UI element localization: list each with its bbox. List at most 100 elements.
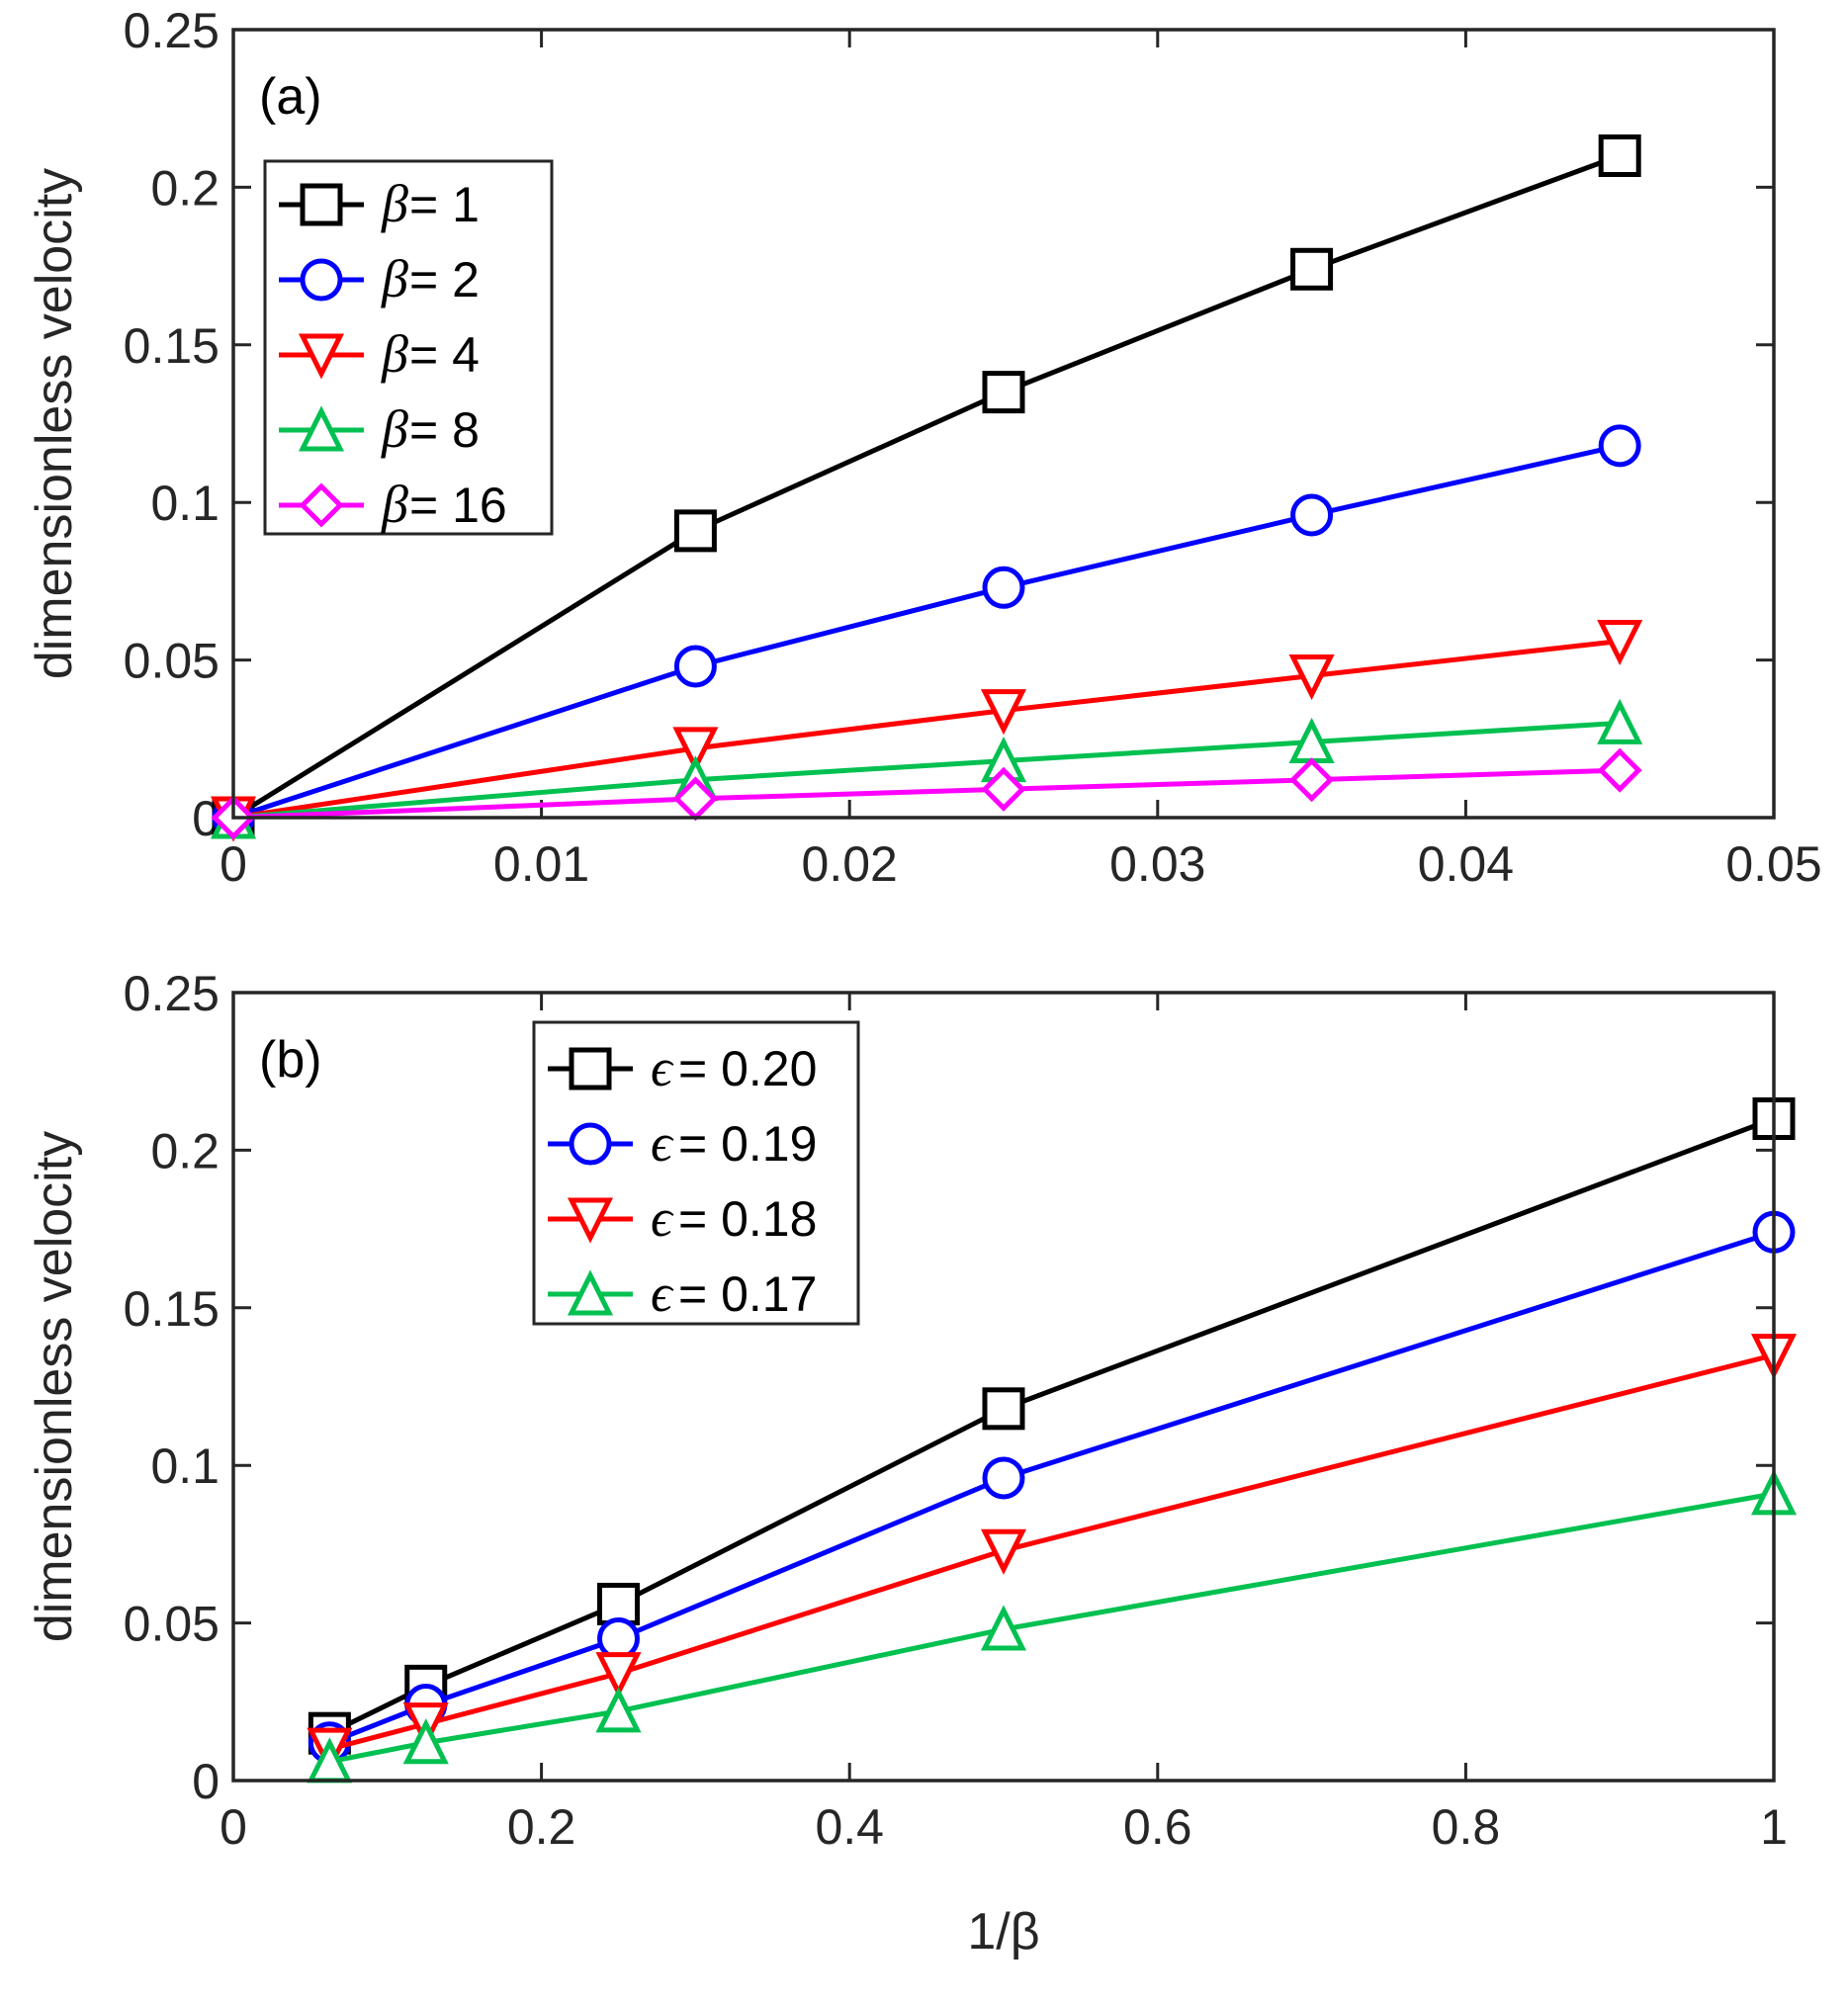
- x-tick-label: 1: [1760, 1799, 1788, 1855]
- legend-item-1: β = 2: [279, 249, 480, 308]
- chart-panel-b: 0 0.2 0.4 0.6 0.8 1 0 0.05 0.1 0.15 0.2 0.25 (b) dime…: [26, 966, 1798, 1960]
- legend-value: = 0.18: [678, 1191, 817, 1247]
- y-tick-label: 0.05: [124, 1597, 220, 1652]
- panel-label: (a): [259, 68, 322, 126]
- x-tick-label: 0.02: [802, 836, 898, 892]
- legend-marker: [299, 482, 344, 528]
- legend-value: = 8: [409, 402, 480, 458]
- data-point: [672, 727, 719, 773]
- legend-symbol: ϵ: [651, 1113, 674, 1173]
- x-tick-label: 0.4: [815, 1799, 884, 1855]
- data-point: [980, 1528, 1027, 1575]
- y-tick-label: 0.2: [150, 160, 220, 216]
- legend-item-4: β = 16: [279, 475, 507, 534]
- legend-symbol: β: [381, 475, 408, 534]
- data-point: [982, 566, 1025, 609]
- legend-symbol: ϵ: [651, 1038, 674, 1097]
- legend: β = 1β = 2β = 4β = 8β = 16: [263, 159, 554, 536]
- data-point: [673, 509, 717, 553]
- series-0: [212, 134, 1641, 839]
- legend: ϵ = 0.20ϵ = 0.19ϵ = 0.18ϵ = 0.17: [532, 1020, 860, 1326]
- data-point: [673, 645, 717, 688]
- plot-frame: [231, 991, 1776, 1783]
- x-tick-label: 0.8: [1432, 1799, 1501, 1855]
- data-point: [1597, 698, 1643, 744]
- legend-symbol: β: [381, 399, 408, 459]
- legend-item-2: ϵ = 0.18: [548, 1188, 817, 1248]
- data-point: [980, 1605, 1027, 1651]
- legend-marker: [569, 1122, 612, 1166]
- legend-symbol: ϵ: [651, 1263, 674, 1323]
- legend-item-1: ϵ = 0.19: [548, 1113, 817, 1173]
- legend-marker: [298, 405, 345, 452]
- data-point: [597, 1617, 640, 1661]
- series-3: [307, 1469, 1798, 1784]
- legend-marker: [567, 1269, 614, 1316]
- y-tick-label: 0.1: [150, 476, 220, 531]
- y-tick-label: 0.2: [150, 1123, 220, 1178]
- legend-item-0: β = 1: [279, 174, 480, 233]
- data-point: [982, 1456, 1025, 1500]
- legend-item-3: β = 8: [279, 399, 480, 459]
- legend-marker: [567, 1197, 614, 1244]
- data-point: [595, 1652, 642, 1699]
- x-axis-label: 1/β: [967, 1903, 1039, 1960]
- data-point: [1598, 424, 1641, 468]
- legend-symbol: β: [381, 324, 408, 384]
- legend-symbol: β: [381, 249, 408, 308]
- data-point: [1598, 134, 1641, 178]
- y-tick-label: 0.1: [150, 1438, 220, 1494]
- legend-symbol: β: [381, 174, 408, 233]
- legend-marker: [569, 1047, 612, 1090]
- panel-label: (b): [259, 1031, 322, 1089]
- data-point: [980, 689, 1027, 736]
- series-1: [212, 424, 1641, 839]
- x-tick-label: 0.6: [1123, 1799, 1192, 1855]
- legend-value: = 4: [409, 327, 480, 383]
- y-tick-label: 0.05: [124, 634, 220, 689]
- legend-marker: [298, 333, 345, 380]
- x-tick-label: 0: [220, 836, 247, 892]
- data-point: [982, 371, 1025, 414]
- x-tick-label: 0: [220, 1799, 247, 1855]
- data-point: [1288, 654, 1335, 701]
- x-tick-label: 0.05: [1725, 836, 1821, 892]
- plot-frame: [231, 28, 1776, 820]
- legend-value: = 2: [409, 252, 480, 307]
- data-point: [1290, 493, 1334, 537]
- legend-value: = 0.17: [678, 1266, 817, 1322]
- data-point: [1597, 747, 1642, 793]
- chart-panel-a: 0 0.01 0.02 0.03 0.04 0.0500.050.10.150.20.25…: [26, 3, 1822, 892]
- y-axis-label: dimensionless velocity: [26, 1131, 83, 1642]
- y-tick-label: 0: [192, 1754, 220, 1809]
- data-point: [1289, 757, 1335, 803]
- data-point: [1290, 247, 1334, 291]
- x-tick-label: 0.03: [1109, 836, 1205, 892]
- plot-area: [233, 993, 1774, 1781]
- y-tick-label: 0.25: [124, 3, 220, 58]
- x-tick-label: 0.01: [493, 836, 589, 892]
- y-tick-label: 0.15: [124, 318, 220, 374]
- legend-item-3: ϵ = 0.17: [548, 1263, 817, 1323]
- data-point: [402, 1718, 449, 1765]
- legend-item-0: ϵ = 0.20: [548, 1038, 817, 1097]
- data-point: [1597, 619, 1643, 666]
- legend-item-2: β = 4: [279, 324, 480, 384]
- data-point: [981, 766, 1026, 812]
- data-point: [595, 1687, 642, 1733]
- legend-value: = 16: [409, 478, 507, 533]
- y-axis-label: dimensionless velocity: [26, 168, 83, 679]
- legend-symbol: ϵ: [651, 1188, 674, 1248]
- y-tick-label: 0.25: [124, 966, 220, 1021]
- x-tick-label: 0.2: [507, 1799, 576, 1855]
- legend-marker: [300, 183, 343, 226]
- data-point: [982, 1387, 1025, 1431]
- legend-value: = 0.19: [678, 1116, 817, 1172]
- x-tick-label: 0.04: [1418, 836, 1514, 892]
- legend-value: = 1: [409, 177, 480, 232]
- legend-value: = 0.20: [678, 1041, 817, 1096]
- data-point: [597, 1582, 640, 1625]
- legend-marker: [300, 258, 343, 302]
- y-tick-label: 0.15: [124, 1281, 220, 1337]
